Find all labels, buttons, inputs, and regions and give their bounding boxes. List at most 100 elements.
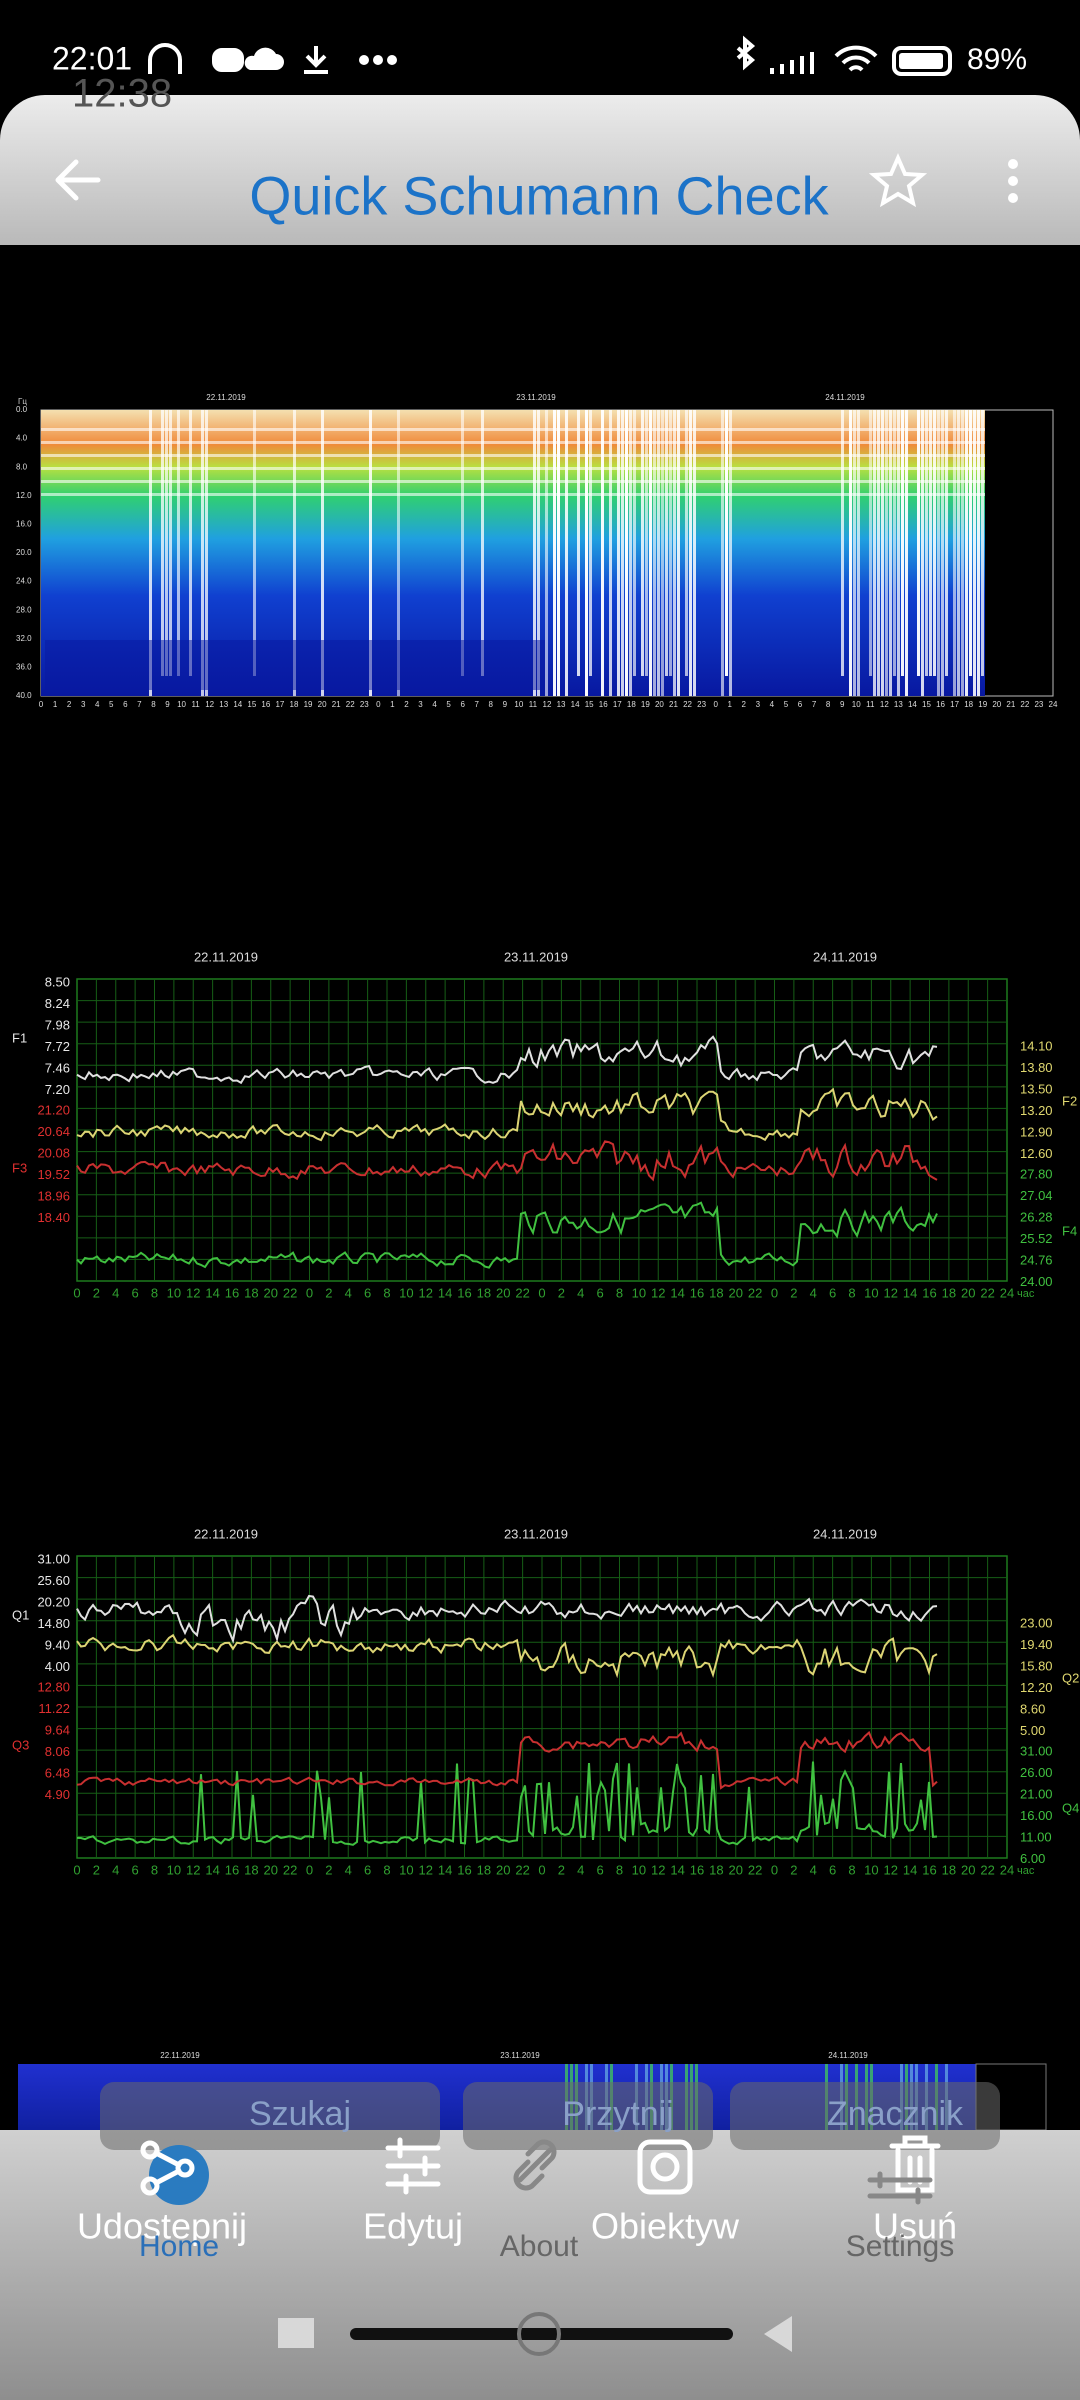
- x-tick-label: 0: [306, 1862, 313, 1877]
- spectrogram-stripe: [677, 410, 680, 696]
- action-label[interactable]: Usuń: [873, 2206, 957, 2247]
- x-tick-label: 18: [942, 1862, 956, 1877]
- x-tick-label: 14: [205, 1862, 219, 1877]
- y-tick-label: 7.72: [45, 1039, 70, 1054]
- x-tick-label: 22: [980, 1285, 994, 1300]
- spectrogram-stripe: [933, 410, 936, 676]
- y-tick-label: 27.04: [1020, 1188, 1053, 1203]
- spectrogram-stripe: [937, 410, 940, 696]
- trace: [76, 1594, 938, 1644]
- spectrogram-stripe: [661, 410, 664, 696]
- x-tick-label: 20: [264, 1285, 278, 1300]
- x-tick-label: 12: [419, 1862, 433, 1877]
- trace: [76, 1140, 938, 1182]
- spectrogram-stripe: [921, 410, 924, 696]
- toolbar-pill[interactable]: [463, 2082, 713, 2150]
- spectrogram-x-label: 4: [95, 700, 100, 709]
- x-tick-label: 6: [597, 1285, 604, 1300]
- spectrogram-x-label: 2: [742, 700, 747, 709]
- spectrogram-stripe: [853, 410, 856, 696]
- y-tick-label: 4.00: [45, 1659, 70, 1674]
- spectrogram-mask: [45, 640, 545, 690]
- more-button[interactable]: [1008, 159, 1018, 203]
- tab-label[interactable]: About: [500, 2230, 579, 2263]
- spectrogram-y-label: 12.0: [16, 491, 32, 500]
- spectrogram-stripe: [673, 410, 676, 696]
- y-tick-label: 9.64: [45, 1722, 70, 1737]
- x-tick-label: 22: [515, 1862, 529, 1877]
- spectrogram-x-label: 8: [489, 700, 494, 709]
- y-tick-label: 24.00: [1020, 1274, 1053, 1289]
- spectrogram-x-label: 4: [770, 700, 775, 709]
- x-tick-label: 4: [112, 1862, 119, 1877]
- spectrogram-stripe: [369, 410, 372, 696]
- spectrogram-stripe: [665, 410, 668, 676]
- nav-recent[interactable]: [278, 2318, 314, 2348]
- x-tick-label: 4: [112, 1285, 119, 1300]
- nav-home[interactable]: [517, 2312, 561, 2356]
- nav-back[interactable]: [764, 2316, 792, 2352]
- spectrogram-unit: Гц: [18, 397, 27, 406]
- status-icons: [148, 35, 952, 76]
- x-tick-label: 18: [709, 1285, 723, 1300]
- back-button[interactable]: [55, 159, 101, 201]
- spectrogram-stripe: [633, 410, 636, 676]
- spectrogram-stripe: [545, 410, 548, 696]
- favorite-button[interactable]: [868, 153, 928, 208]
- toolbar-pill[interactable]: [100, 2082, 440, 2150]
- spectrogram-x-label: 20: [992, 700, 1001, 709]
- spectrogram-stripe: [689, 410, 692, 696]
- x-tick-label: 20: [729, 1285, 743, 1300]
- spectrogram-stripe: [977, 410, 980, 696]
- spectrogram-stripe: [693, 410, 696, 696]
- spectrogram-stripe: [321, 410, 324, 696]
- x-tick-label: 0: [771, 1862, 778, 1877]
- chart-date: 23.11.2019: [504, 1526, 568, 1541]
- x-tick-label: 2: [325, 1862, 332, 1877]
- x-tick-label: 12: [651, 1862, 665, 1877]
- tab-label[interactable]: Settings: [846, 2230, 954, 2263]
- spectrogram-x-label: 19: [978, 700, 987, 709]
- x-tick-label: 6: [829, 1285, 836, 1300]
- spectrogram-x-label: 15: [247, 700, 256, 709]
- y-tick-label: 20.64: [37, 1124, 70, 1139]
- spectrogram-x-label: 11: [529, 700, 538, 709]
- y-tick-label: 9.40: [45, 1637, 70, 1652]
- trace: [76, 1201, 938, 1269]
- toolbar-pill[interactable]: [730, 2082, 1000, 2150]
- action-label[interactable]: Udostepnij: [77, 2206, 247, 2247]
- spectrogram-stripe: [645, 410, 648, 676]
- spectrogram-x-label: 16: [261, 700, 270, 709]
- x-tick-label: 18: [477, 1285, 491, 1300]
- x-tick-label: 6: [132, 1285, 139, 1300]
- x-tick-label: 8: [848, 1285, 855, 1300]
- x-tick-label: 8: [616, 1285, 623, 1300]
- x-tick-label: 16: [690, 1285, 704, 1300]
- spectrogram-stripe: [945, 410, 948, 676]
- spectrogram-x-label: 12: [880, 700, 889, 709]
- spectrogram-stripe: [537, 410, 540, 696]
- spectrogram-stripe: [849, 410, 852, 696]
- x-tick-label: 22: [748, 1285, 762, 1300]
- spectrogram-stripe: [177, 410, 180, 676]
- nav-gesture[interactable]: [350, 2328, 733, 2340]
- spectrogram-stripe: [925, 410, 928, 676]
- spectrogram-x-label: 10: [852, 700, 861, 709]
- x-tick-label: 2: [558, 1862, 565, 1877]
- spectrogram-stripe: [897, 410, 900, 696]
- y-tick-label: 23.00: [1020, 1615, 1053, 1630]
- action-label[interactable]: Edytuj: [363, 2206, 463, 2247]
- spectrogram-x-label: 14: [571, 700, 580, 709]
- y-tick-label: 26.00: [1020, 1765, 1053, 1780]
- tab-label[interactable]: Home: [139, 2230, 219, 2263]
- y-tick-label: 11.22: [38, 1701, 70, 1716]
- x-tick-label: 16: [225, 1285, 239, 1300]
- spectrogram-x-label: 13: [557, 700, 566, 709]
- action-label[interactable]: Obiektyw: [591, 2206, 740, 2247]
- x-tick-label: 22: [980, 1862, 994, 1877]
- spectrogram-x-label: 18: [290, 700, 299, 709]
- x-unit: час: [1017, 1288, 1035, 1300]
- spectrogram-band: [41, 428, 985, 431]
- spectrogram-stripe: [857, 410, 860, 696]
- trace: [76, 1035, 938, 1085]
